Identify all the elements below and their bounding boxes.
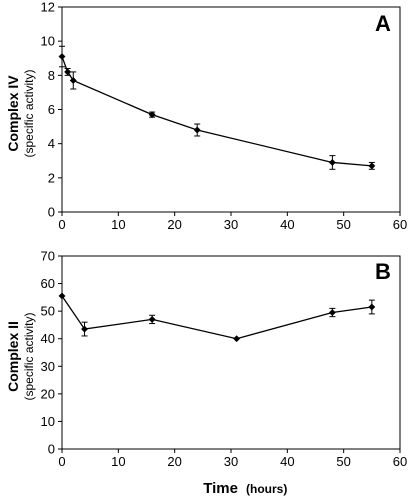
x-tick-label: 60 <box>393 217 407 232</box>
y-axis-subtitle: (specific activity) <box>22 312 36 400</box>
y-tick-label: 2 <box>48 170 55 185</box>
y-tick-label: 10 <box>41 34 55 49</box>
y-tick-label: 30 <box>41 359 55 374</box>
data-point <box>328 308 336 317</box>
x-tick-label: 40 <box>280 454 294 469</box>
data-point <box>64 68 72 76</box>
data-point <box>148 315 156 323</box>
x-tick-label: 50 <box>336 217 350 232</box>
x-tick-label: 30 <box>224 217 238 232</box>
x-tick-label: 10 <box>111 217 125 232</box>
data-point <box>328 158 336 167</box>
x-tick-label: 40 <box>280 217 294 232</box>
x-tick-label: 20 <box>167 217 181 232</box>
x-tick-label: 0 <box>58 454 65 469</box>
y-tick-label: 12 <box>41 0 55 15</box>
panel-b: 0 10 20 30 40 50 60 70 0 10 20 30 40 50 60 Complex II (s… <box>5 249 407 470</box>
panel-label: B <box>375 259 391 284</box>
data-point <box>58 52 66 61</box>
y-tick-label: 6 <box>48 102 55 117</box>
x-axis-unit: (hours) <box>246 482 287 496</box>
y-tick-label: 0 <box>48 442 55 457</box>
x-tick-label: 50 <box>336 454 350 469</box>
y-axis-subtitle: (specific activity) <box>22 69 36 157</box>
series-line <box>61 295 372 340</box>
x-tick-label: 60 <box>393 454 407 469</box>
y-axis-title: Complex II <box>5 321 21 392</box>
y-tick-label: 0 <box>48 205 55 220</box>
series-line <box>61 56 372 167</box>
data-point <box>368 162 376 170</box>
y-tick-label: 10 <box>41 414 55 429</box>
data-point <box>69 76 77 85</box>
x-tick-label: 0 <box>58 217 65 232</box>
data-point <box>80 325 89 333</box>
plot-area-frame <box>61 255 401 450</box>
y-tick-label: 8 <box>48 68 55 83</box>
y-tick-label: 20 <box>41 386 55 401</box>
x-tick-label: 30 <box>224 454 238 469</box>
x-tick-label: 20 <box>167 454 181 469</box>
x-axis-label: Time <box>203 480 238 497</box>
y-tick-label: 70 <box>41 249 55 264</box>
data-point <box>193 126 201 134</box>
y-tick-label: 4 <box>48 136 55 151</box>
panel-label: A <box>375 11 391 36</box>
x-tick-label: 10 <box>111 454 125 469</box>
data-point <box>148 111 156 119</box>
y-axis-title: Complex IV <box>5 75 21 152</box>
data-point <box>233 335 241 343</box>
y-tick-label: 60 <box>41 276 55 291</box>
data-point <box>368 303 376 311</box>
panel-a: 0 2 4 6 8 10 12 0 10 20 30 40 50 60 Complex IV (specifi… <box>5 0 407 232</box>
y-tick-label: 40 <box>41 331 55 346</box>
data-point <box>58 292 66 300</box>
y-tick-label: 50 <box>41 304 55 319</box>
plot-area-frame <box>61 6 401 213</box>
